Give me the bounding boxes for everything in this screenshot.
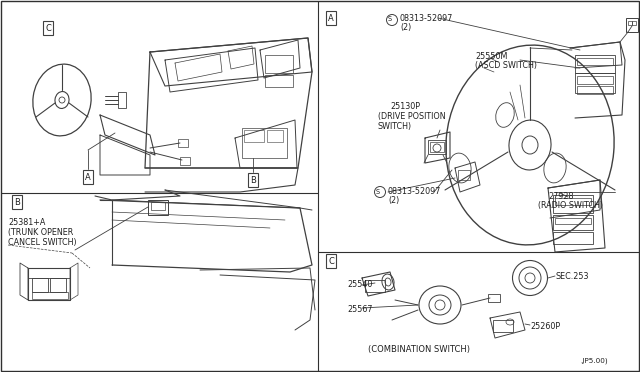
Bar (458, 170, 470, 180)
Text: 27928: 27928 (548, 192, 573, 201)
Bar (32, 278, 48, 292)
Bar (180, 157, 190, 165)
Bar (632, 21, 636, 25)
Bar (242, 128, 287, 158)
Bar (267, 130, 283, 142)
Text: 25567: 25567 (347, 305, 372, 314)
Text: SEC.253: SEC.253 (556, 272, 589, 281)
Text: C: C (45, 23, 51, 32)
Text: S: S (376, 189, 380, 195)
Bar (555, 218, 591, 224)
Text: 25540: 25540 (347, 280, 372, 289)
Bar (575, 73, 615, 93)
Bar (488, 294, 500, 302)
Bar (553, 195, 593, 213)
Bar (553, 232, 593, 244)
Text: (2): (2) (400, 23, 412, 32)
Bar (577, 58, 613, 65)
Bar (151, 202, 165, 210)
Text: (ASCD SWITCH): (ASCD SWITCH) (475, 61, 537, 70)
Text: C: C (328, 257, 334, 266)
Bar (244, 130, 264, 142)
Text: S: S (388, 16, 392, 22)
Text: 08313-52097: 08313-52097 (400, 14, 453, 23)
Bar (178, 139, 188, 147)
Bar (575, 55, 615, 73)
Text: A: A (328, 13, 334, 22)
Bar (577, 86, 613, 94)
Bar (577, 76, 613, 84)
Text: (TRUNK OPENER: (TRUNK OPENER (8, 228, 73, 237)
Text: A: A (85, 173, 91, 182)
Bar (118, 92, 126, 108)
Bar (428, 140, 446, 154)
Bar (555, 198, 591, 205)
Text: CANCEL SWITCH): CANCEL SWITCH) (8, 238, 77, 247)
Bar (628, 21, 632, 25)
Text: 25550M: 25550M (475, 52, 508, 61)
Text: (DRIVE POSITION: (DRIVE POSITION (378, 112, 445, 121)
Bar (265, 75, 293, 87)
Bar (32, 292, 68, 299)
Text: B: B (14, 198, 20, 206)
Text: 25260P: 25260P (530, 322, 560, 331)
Text: B: B (250, 176, 256, 185)
Text: (COMBINATION SWITCH): (COMBINATION SWITCH) (368, 345, 470, 354)
Bar (365, 280, 385, 292)
Text: 08313-52097: 08313-52097 (388, 187, 442, 196)
Bar (626, 18, 638, 32)
Text: SWITCH): SWITCH) (378, 122, 412, 131)
Bar (265, 55, 293, 73)
Text: .JP5.00): .JP5.00) (580, 358, 607, 365)
Text: (2): (2) (388, 196, 399, 205)
Bar (553, 215, 593, 230)
Bar (493, 320, 513, 332)
Bar (148, 200, 168, 215)
Text: 25130P: 25130P (390, 102, 420, 111)
Text: (RADIO SWITCH): (RADIO SWITCH) (538, 201, 603, 210)
Text: 25381+A: 25381+A (8, 218, 45, 227)
Bar (50, 278, 66, 292)
Bar (430, 142, 444, 152)
